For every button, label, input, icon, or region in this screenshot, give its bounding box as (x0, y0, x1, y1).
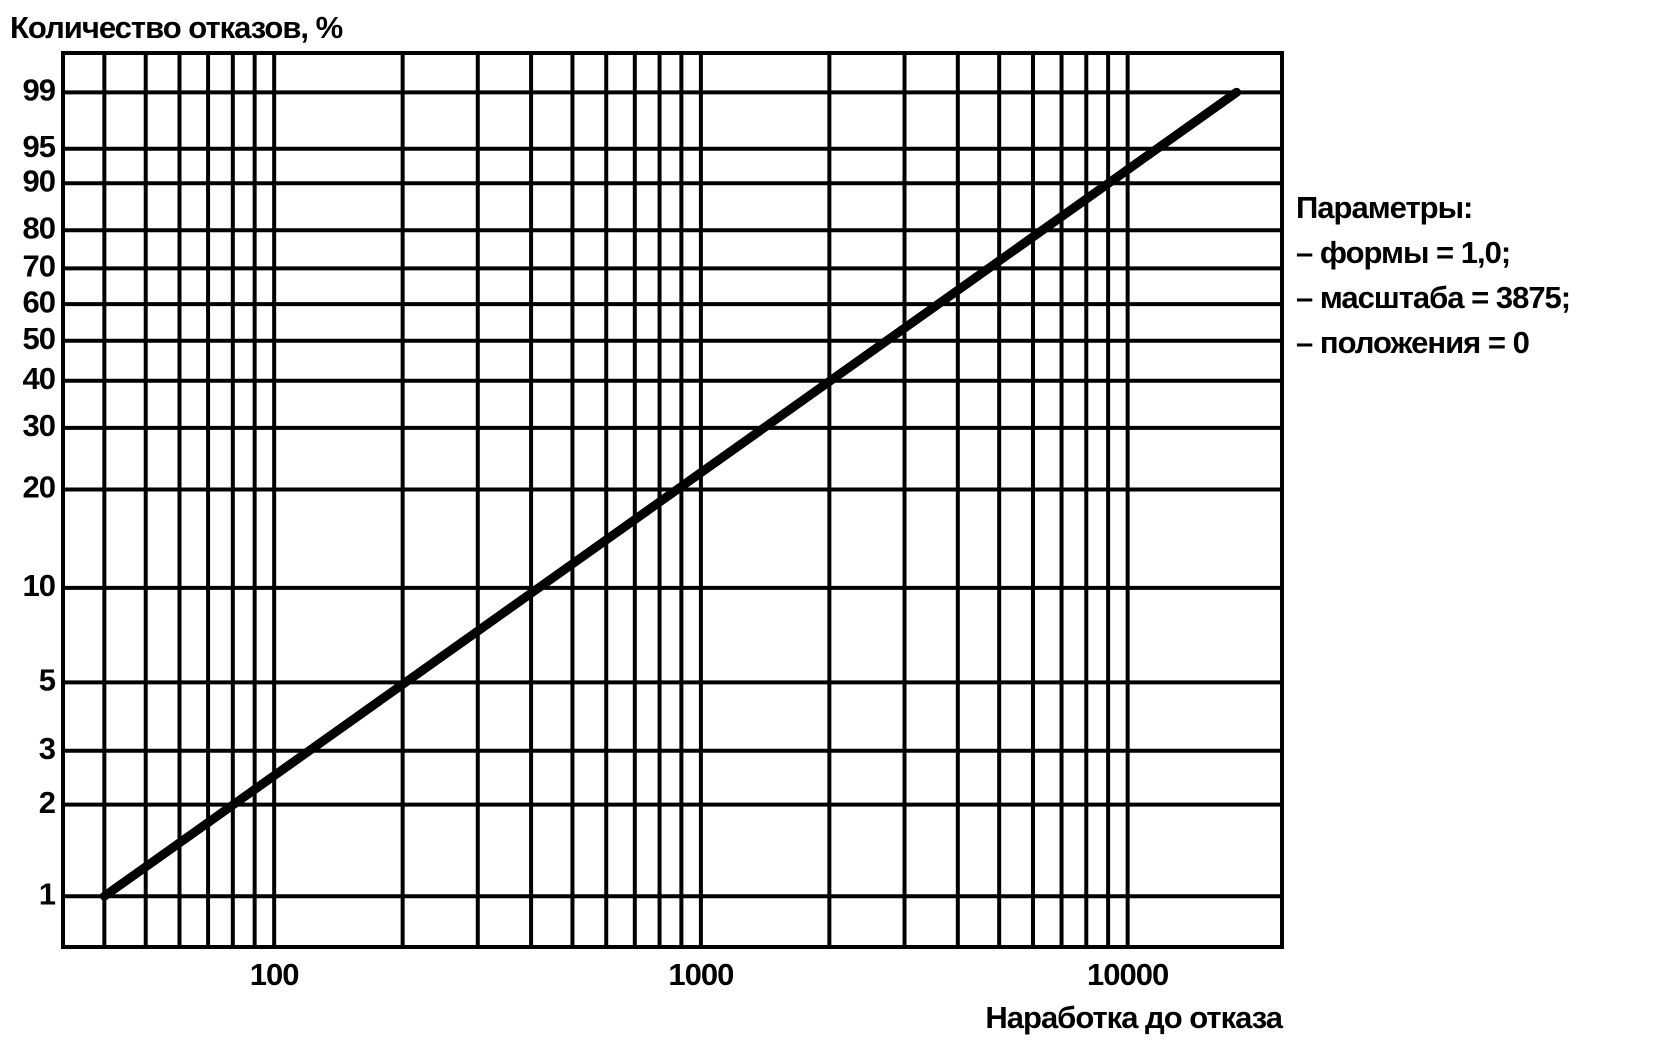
y-tick-label: 5 (39, 663, 56, 698)
annotation: – положения = 0 (1296, 325, 1529, 360)
y-tick-label: 80 (23, 210, 55, 245)
y-tick-label: 1 (39, 876, 56, 911)
y-tick-label: 95 (23, 129, 56, 164)
y-tick-label: 90 (23, 163, 55, 198)
annotation: – масштаба = 3875; (1296, 280, 1570, 315)
y-tick-label: 50 (23, 321, 55, 356)
y-tick-label: 20 (23, 470, 55, 505)
x-tick-label: 100 (250, 957, 299, 992)
y-tick-label: 40 (23, 361, 55, 396)
annotation: Параметры: (1296, 190, 1472, 225)
y-tick-label: 60 (23, 284, 55, 319)
chart-title: Количество отказов, % (10, 10, 343, 45)
y-tick-label: 2 (39, 785, 55, 820)
plot-frame (61, 51, 1284, 949)
annotation: – формы = 1,0; (1296, 235, 1510, 270)
y-tick-label: 99 (23, 73, 56, 108)
y-tick-label: 70 (23, 249, 55, 284)
x-tick-label: 1000 (668, 957, 733, 992)
y-tick-label: 3 (39, 731, 56, 766)
x-axis-label: Наработка до отказа (985, 1000, 1283, 1035)
data-line (99, 87, 1242, 901)
x-tick-label: 10000 (1087, 957, 1168, 992)
y-tick-label: 10 (23, 568, 55, 603)
y-tick-label: 30 (23, 408, 55, 443)
